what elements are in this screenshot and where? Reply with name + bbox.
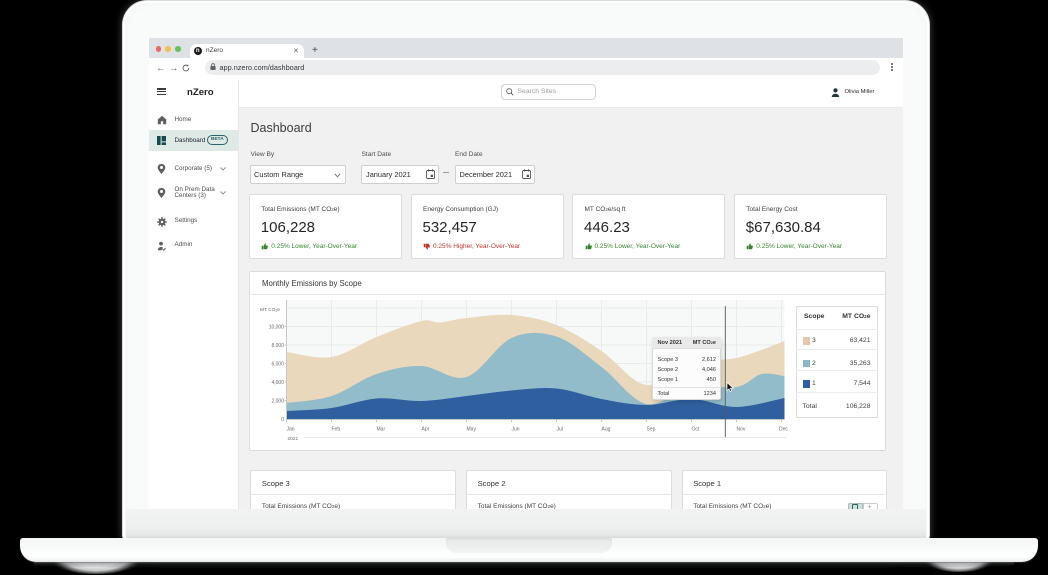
svg-text:4,000: 4,000	[271, 380, 284, 386]
svg-text:Jul: Jul	[557, 427, 563, 433]
svg-text:Apr: Apr	[422, 427, 430, 433]
svg-text:10,000: 10,000	[269, 324, 285, 330]
svg-text:Nov: Nov	[737, 427, 746, 433]
svg-text:Jun: Jun	[512, 427, 520, 433]
svg-text:MT CO2e: MT CO2e	[260, 307, 280, 313]
svg-text:Sep: Sep	[647, 427, 656, 433]
svg-text:Aug: Aug	[602, 427, 611, 433]
svg-text:Feb: Feb	[332, 427, 341, 433]
svg-text:6,000: 6,000	[271, 361, 284, 367]
svg-text:0: 0	[281, 417, 284, 423]
svg-text:Mar: Mar	[377, 427, 386, 433]
svg-text:Oct: Oct	[692, 427, 700, 433]
svg-text:2021: 2021	[288, 436, 299, 442]
svg-text:May: May	[467, 427, 477, 433]
svg-text:Jan: Jan	[287, 427, 295, 433]
svg-text:Dec: Dec	[779, 427, 788, 433]
svg-text:2,000: 2,000	[271, 398, 284, 404]
svg-text:8,000: 8,000	[271, 343, 284, 349]
